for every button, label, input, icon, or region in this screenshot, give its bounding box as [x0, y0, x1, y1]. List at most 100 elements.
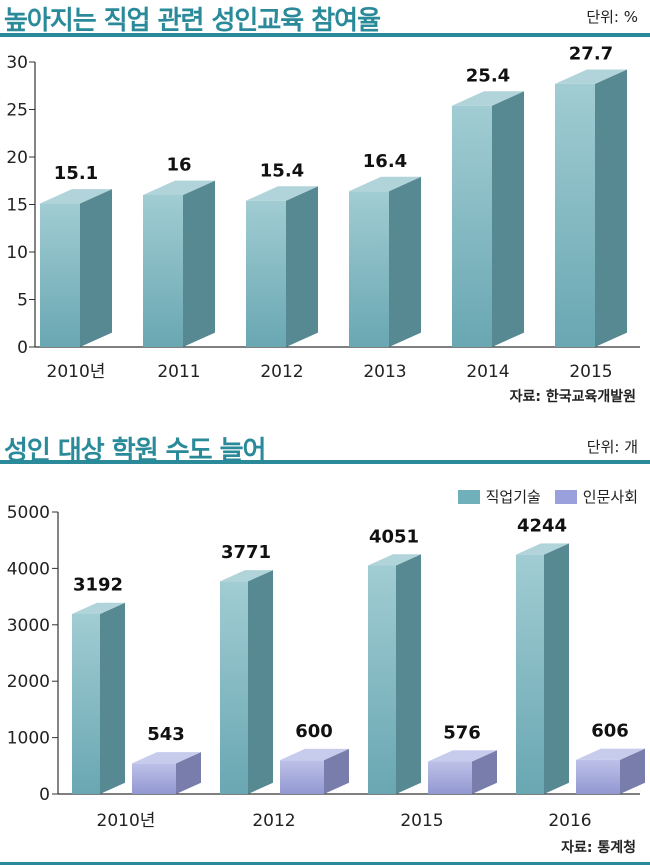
chart2-ytick-label: 4000 — [7, 559, 50, 579]
chart2-source: 자료: 통계청 — [561, 840, 636, 856]
chart1-bar-front — [555, 83, 595, 347]
chart1-ytick-label: 0 — [17, 338, 28, 358]
chart2-bar-series2 — [576, 748, 645, 794]
chart2-data-label-series1: 4244 — [517, 515, 567, 536]
chart1-category-label: 2015 — [569, 362, 612, 382]
chart1-bar-top — [246, 186, 318, 201]
chart2-bar-series1-side — [100, 602, 125, 794]
chart1-source: 자료: 한국교육개발원 — [509, 389, 636, 405]
chart2-data-label-series1: 3192 — [73, 575, 123, 596]
chart2-panel: 성인 대상 학원 수도 늘어 단위: 개 직업기술 인문사회 0 1000 2000… — [0, 430, 650, 865]
chart2-category-label: 2015 — [400, 811, 443, 831]
chart2-bar-series1-top — [368, 554, 421, 566]
chart1-bar-side — [286, 186, 318, 347]
chart2-bar-series1-top — [72, 602, 125, 614]
chart1-data-label: 15.1 — [54, 163, 98, 184]
chart2-unit: 단위: 개 — [586, 438, 638, 456]
chart2-bar-series1-top — [220, 570, 273, 582]
chart1-bar — [452, 91, 524, 347]
chart2-bar-series2 — [280, 748, 349, 794]
chart2-ytick-label: 2000 — [7, 672, 50, 692]
chart2-bar-series1-front — [220, 581, 248, 794]
chart1-data-label: 27.7 — [569, 43, 613, 64]
chart1-category-label: 2014 — [466, 362, 509, 382]
chart2-bar-series1-top — [516, 543, 569, 555]
chart1-bar-side — [183, 180, 215, 347]
chart2-data-label-series1: 4051 — [369, 526, 419, 547]
chart1-category-label: 2013 — [363, 362, 406, 382]
chart1-title: 높아지는 직업 관련 성인교육 참여율 — [4, 6, 381, 36]
chart2-plot: 0 1000 2000 3000 4000 5000 3192 543 2010년 3771 600… — [7, 503, 645, 831]
chart2-ytick-label: 0 — [39, 785, 50, 805]
chart2-category-label: 2012 — [252, 811, 295, 831]
chart1-bar-top — [349, 176, 421, 192]
chart1-bar-front — [40, 203, 80, 347]
chart1-category-label: 2010년 — [47, 362, 106, 382]
chart2-bar-series2-side — [324, 748, 349, 794]
chart2-data-label-series1: 3771 — [221, 542, 271, 563]
legend-label-series2: 인문사회 — [582, 488, 638, 506]
chart2-bar-series1-side — [396, 554, 421, 794]
chart1-ytick-label: 30 — [6, 53, 28, 73]
chart1-bar-front — [246, 200, 286, 347]
legend-item-series1: 직업기술 — [457, 486, 541, 507]
chart1-panel: 높아지는 직업 관련 성인교육 참여율 단위: % 0 5 10 15 20 25 30 15… — [0, 0, 650, 410]
chart1-ytick-label: 5 — [17, 291, 28, 311]
chart1-data-label: 15.4 — [260, 160, 304, 181]
chart1-bar-top — [555, 69, 627, 84]
chart2-data-label-series2: 600 — [295, 721, 333, 742]
chart2-bar-series2-front — [428, 761, 472, 794]
chart1-bar — [555, 69, 627, 347]
chart2-bar-series2-side — [472, 750, 497, 794]
chart1-ytick-label: 25 — [6, 101, 28, 121]
chart1-bar-top — [452, 91, 524, 106]
chart2-ytick-label: 5000 — [7, 503, 50, 523]
chart1-unit: 단위: % — [586, 8, 638, 26]
chart1-bar-top — [40, 189, 112, 204]
legend-swatch-series1 — [457, 489, 480, 504]
chart2-bar-series2-front — [576, 759, 620, 794]
legend-item-series2: 인문사회 — [554, 486, 638, 507]
chart1-title-rule — [0, 33, 650, 37]
chart1-data-label: 25.4 — [466, 65, 510, 86]
chart1-bar — [246, 186, 318, 347]
chart1-bar-front — [143, 195, 183, 347]
chart2-data-label-series2: 543 — [147, 724, 185, 745]
chart2-bar-series2 — [132, 752, 201, 794]
chart2-category-label: 2016 — [548, 811, 591, 831]
chart2-bar-series2 — [428, 750, 497, 794]
chart2-title-rule — [0, 460, 650, 464]
chart2-bar-series2-top — [280, 748, 349, 761]
chart2-bar-series2-side — [620, 748, 645, 794]
chart1-ytick-label: 15 — [6, 196, 28, 216]
chart1-bar-front — [349, 191, 389, 347]
chart2-bar-series1-front — [516, 554, 544, 794]
chart1-plot: 0 5 10 15 20 25 30 15.1 2010년 16 2011 15.4 2012 16.4 2… — [6, 43, 640, 382]
chart1-bar-top — [143, 180, 215, 195]
legend-label-series1: 직업기술 — [485, 488, 541, 506]
chart2-bar-series1-side — [544, 543, 569, 794]
chart2-bar-series1-front — [368, 565, 396, 794]
legend-swatch-series2 — [554, 489, 577, 504]
chart2-data-label-series2: 606 — [591, 721, 629, 742]
chart2-bar-series2-side — [176, 752, 201, 794]
chart2-bar-series2-top — [576, 748, 645, 760]
chart2-bottom-rule — [0, 862, 650, 865]
chart1-category-label: 2012 — [260, 362, 303, 382]
chart1-bar-side — [389, 176, 421, 347]
chart1-bar-front — [452, 105, 492, 347]
chart1-bar-side — [595, 69, 627, 347]
chart2-bar-series1-front — [72, 613, 100, 794]
chart1-bar-side — [80, 189, 112, 347]
chart2-legend: 직업기술 인문사회 — [457, 486, 638, 507]
chart1-data-label: 16.4 — [363, 151, 407, 172]
chart2-bar-series2-front — [132, 763, 176, 794]
chart2-ytick-label: 3000 — [7, 616, 50, 636]
chart2-category-label: 2010년 — [97, 811, 156, 831]
chart1-bar — [143, 180, 215, 347]
chart2-ytick-label: 1000 — [7, 729, 50, 749]
chart2-bar-series2-top — [428, 750, 497, 762]
chart2-bar-series1 — [220, 570, 273, 794]
chart1-bar-side — [492, 91, 524, 347]
chart1-ytick-label: 20 — [6, 148, 28, 168]
